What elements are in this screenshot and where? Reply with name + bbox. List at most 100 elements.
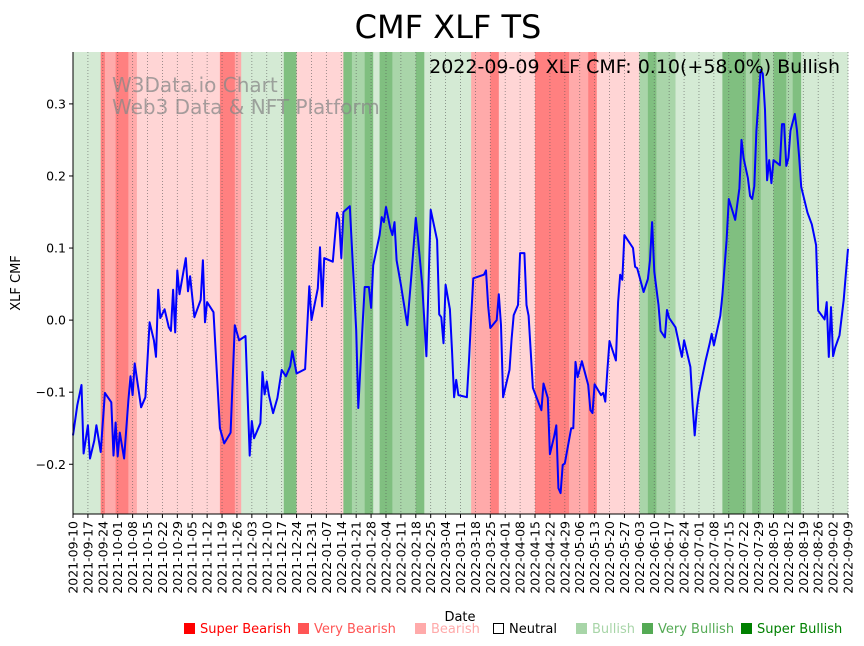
x-tick-label: 2022-04-22 (542, 521, 557, 594)
legend-item-super-bearish: Super Bearish (184, 622, 291, 637)
y-tick-label: −0.2 (36, 457, 66, 472)
x-tick-label: 2022-04-01 (498, 521, 513, 594)
x-tick-label: 2021-09-10 (66, 521, 81, 594)
band-very-bearish (234, 52, 242, 514)
x-tick-label: 2022-05-06 (572, 521, 587, 594)
x-tick-label: 2021-11-05 (185, 521, 200, 594)
legend-item-very-bearish: Very Bearish (298, 622, 396, 637)
x-tick-label: 2022-09-02 (826, 521, 841, 594)
x-tick-label: 2022-03-25 (483, 521, 498, 594)
y-tick-label: 0.2 (46, 168, 66, 183)
x-tick-label: 2021-10-15 (140, 521, 155, 594)
band-super-bullish (415, 52, 425, 514)
x-tick-label: 2022-04-29 (557, 521, 572, 594)
x-tick-label: 2022-07-22 (736, 521, 751, 594)
band-very-bullish (656, 52, 676, 514)
band-super-bearish (588, 52, 598, 514)
band-bullish (73, 52, 101, 514)
x-tick-label: 2022-03-18 (468, 521, 483, 594)
band-very-bearish (569, 52, 589, 514)
x-tick-label: 2021-11-19 (215, 521, 230, 594)
band-super-bullish (647, 52, 657, 514)
x-tick-label: 2021-09-17 (80, 521, 95, 594)
legend-label: Bullish (592, 622, 635, 637)
x-tick-label: 2022-01-21 (349, 521, 364, 594)
band-bearish (498, 52, 536, 514)
cmf-series-line (72, 69, 849, 495)
x-tick-label: 2021-10-01 (110, 521, 125, 594)
y-tick-label: 0.1 (46, 241, 66, 256)
x-tick-label: 2022-01-28 (364, 521, 379, 594)
x-tick-label: 2022-09-09 (841, 521, 856, 594)
x-tick-label: 2022-03-04 (438, 521, 453, 594)
x-tick-label: 2022-04-08 (513, 521, 528, 594)
x-tick-label: 2021-10-08 (125, 521, 140, 594)
band-super-bullish (773, 52, 787, 514)
x-tick-label: 2022-06-17 (662, 521, 677, 594)
legend-label: Super Bearish (200, 622, 291, 637)
band-super-bullish (343, 52, 353, 514)
band-super-bullish (722, 52, 747, 514)
band-very-bullish (760, 52, 774, 514)
legend-label: Very Bearish (314, 622, 396, 637)
x-tick-label: 2022-08-19 (796, 521, 811, 594)
x-tick-label: 2021-12-10 (259, 521, 274, 594)
x-tick-label: 2022-02-18 (408, 521, 423, 594)
x-tick-label: 2022-01-07 (319, 521, 334, 594)
band-bullish (801, 52, 849, 514)
band-super-bullish (364, 52, 374, 514)
x-tick-label: 2021-10-29 (170, 521, 185, 594)
x-tick-label: 2021-09-24 (95, 521, 110, 594)
legend-swatch (642, 623, 653, 634)
band-super-bearish (490, 52, 500, 514)
band-bullish (424, 52, 472, 514)
legend-swatch (741, 623, 752, 634)
x-tick-label: 2022-07-01 (691, 521, 706, 594)
band-bearish (596, 52, 640, 514)
band-super-bullish (792, 52, 802, 514)
x-axis-label: Date (444, 610, 475, 625)
watermark-line-2: Web3 Data & NFT Platform (112, 95, 380, 119)
band-super-bearish (535, 52, 570, 514)
legend-item-very-bullish: Very Bullish (642, 622, 734, 637)
chart-title: CMF XLF TS (355, 8, 542, 46)
band-super-bearish (115, 52, 129, 514)
band-very-bearish (471, 52, 491, 514)
x-tick-label: 2021-12-03 (244, 521, 259, 594)
legend-item-super-bullish: Super Bullish (741, 622, 842, 637)
x-tick-label: 2022-05-13 (587, 521, 602, 594)
legend-swatch (298, 623, 309, 634)
legend-label: Very Bullish (658, 622, 734, 637)
legend-label: Super Bullish (757, 622, 842, 637)
x-tick-label: 2021-11-12 (200, 521, 215, 594)
x-tick-label: 2022-08-12 (781, 521, 796, 594)
x-tick-label: 2022-07-08 (706, 521, 721, 594)
band-very-bullish (786, 52, 793, 514)
band-very-bullish (745, 52, 753, 514)
band-super-bullish (752, 52, 762, 514)
x-tick-label: 2022-01-14 (334, 521, 349, 594)
x-tick-label: 2021-10-22 (155, 521, 170, 594)
legend-item-bearish: Bearish (415, 622, 480, 637)
legend-swatch (415, 623, 426, 634)
legend-swatch (184, 623, 195, 634)
y-tick-label: 0.0 (46, 313, 66, 328)
band-very-bullish (351, 52, 365, 514)
legend-swatch (493, 623, 504, 634)
legend-item-neutral: Neutral (493, 622, 557, 637)
plot-area: 2021-09-10 2021-09-17 2021-09-24 2021-10-01… (36, 52, 856, 594)
x-tick-label: 2022-08-05 (766, 521, 781, 594)
legend-label: Neutral (509, 622, 557, 637)
band-bullish (373, 52, 380, 514)
x-tick-label: 2021-12-17 (274, 521, 289, 594)
x-tick-label: 2022-06-24 (677, 521, 692, 594)
latest-value-annotation: 2022-09-09 XLF CMF: 0.10(+58.0%) Bullish (429, 56, 840, 78)
x-tick-label: 2022-07-29 (751, 521, 766, 594)
band-super-bullish (283, 52, 297, 514)
x-tick-label: 2022-03-11 (453, 521, 468, 594)
watermark-line-1: W3Data.io Chart (112, 73, 278, 97)
band-very-bullish (639, 52, 649, 514)
y-axis-label: XLF CMF (9, 255, 24, 311)
legend: Super Bearish Very Bearish Bearish Neutral B… (184, 622, 842, 637)
